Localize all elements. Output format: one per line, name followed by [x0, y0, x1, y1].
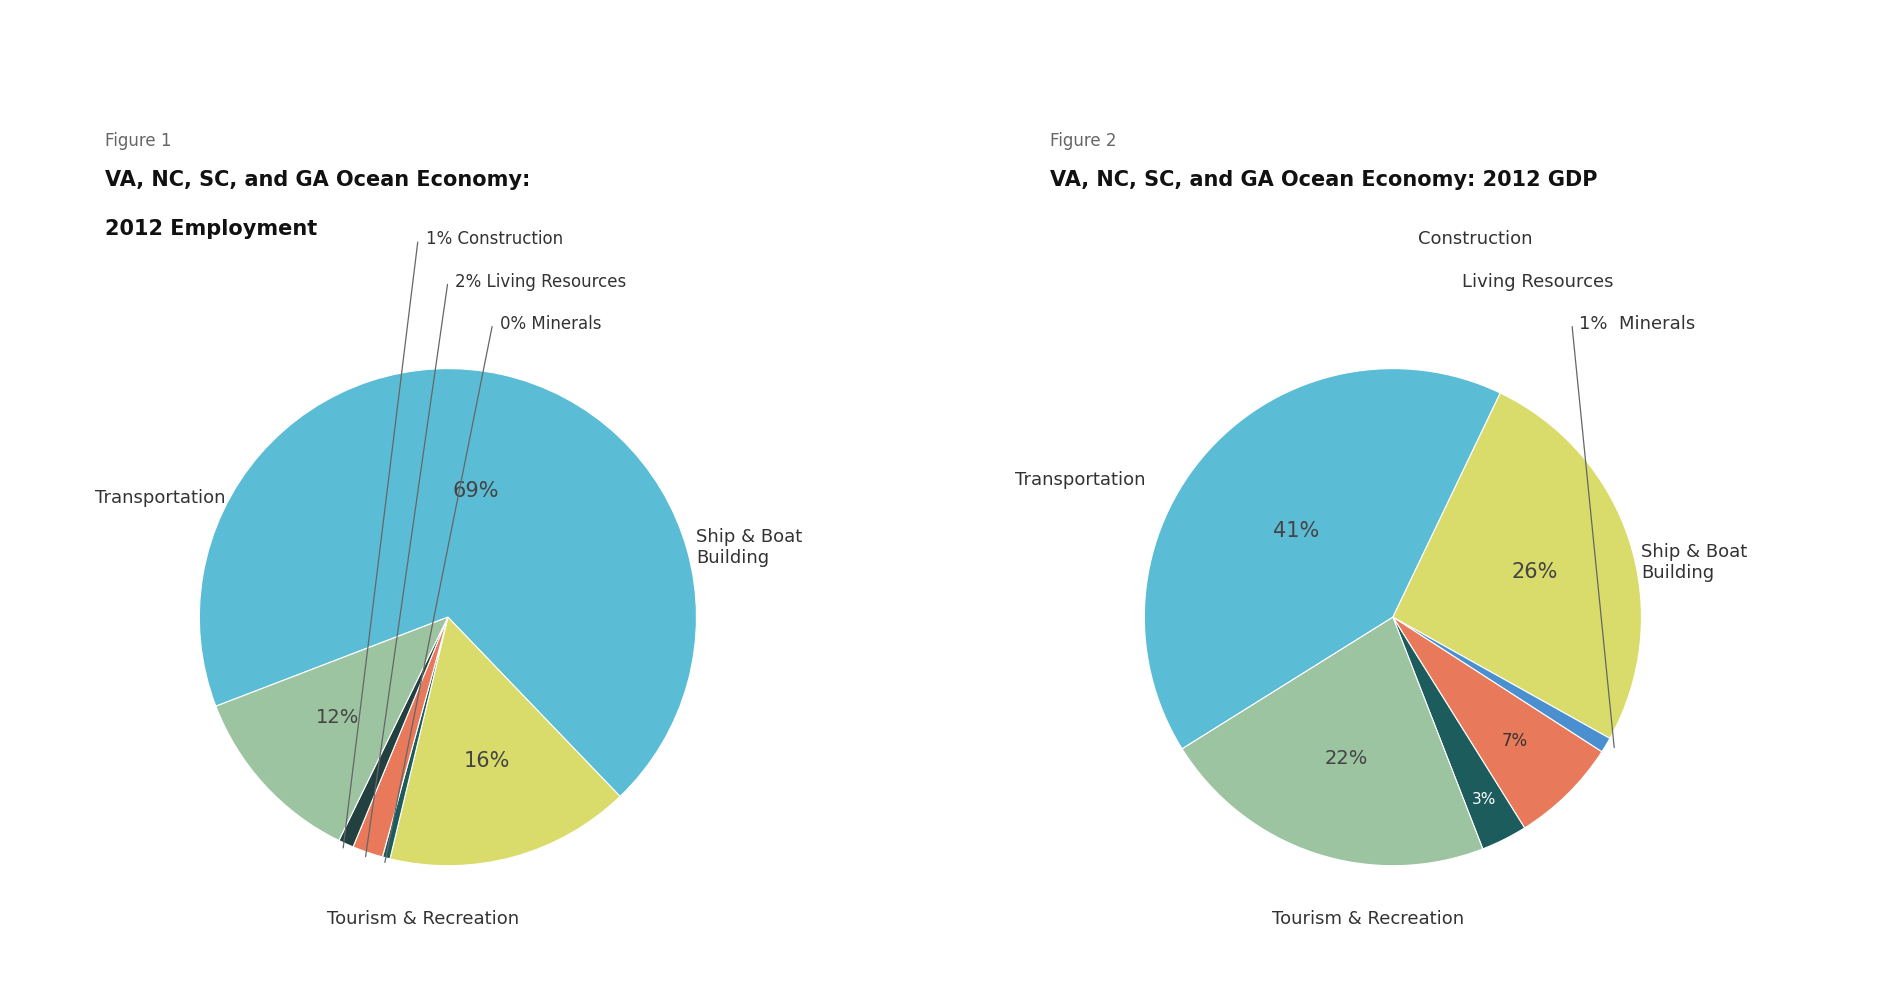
Text: Tourism & Recreation: Tourism & Recreation — [1271, 910, 1464, 928]
Text: Ship & Boat
Building: Ship & Boat Building — [695, 528, 803, 567]
Wedge shape — [1392, 617, 1524, 849]
Text: 2% Living Resources: 2% Living Resources — [455, 272, 627, 290]
Wedge shape — [353, 617, 448, 857]
Text: 0% Minerals: 0% Minerals — [501, 314, 601, 333]
Text: 2012 Employment: 2012 Employment — [106, 220, 317, 240]
Text: Figure 2: Figure 2 — [1050, 133, 1116, 151]
Text: Transportation: Transportation — [1014, 471, 1145, 489]
Text: VA, NC, SC, and GA Ocean Economy:: VA, NC, SC, and GA Ocean Economy: — [106, 170, 531, 190]
Text: Tourism & Recreation: Tourism & Recreation — [327, 910, 519, 928]
Text: VA, NC, SC, and GA Ocean Economy: 2012 GDP: VA, NC, SC, and GA Ocean Economy: 2012 G… — [1050, 170, 1596, 190]
Wedge shape — [198, 368, 695, 796]
Wedge shape — [1392, 617, 1609, 751]
Wedge shape — [389, 617, 620, 865]
Text: 12%: 12% — [315, 709, 359, 728]
Wedge shape — [1181, 617, 1483, 865]
Wedge shape — [382, 617, 448, 859]
Wedge shape — [1143, 368, 1500, 748]
Text: Living Resources: Living Resources — [1462, 272, 1613, 290]
Wedge shape — [1392, 393, 1640, 739]
Text: 7%: 7% — [1502, 733, 1528, 750]
Text: 1% Construction: 1% Construction — [425, 231, 563, 249]
Text: 41%: 41% — [1273, 521, 1319, 541]
Text: 3%: 3% — [1472, 791, 1496, 807]
Text: Figure 1: Figure 1 — [106, 133, 172, 151]
Text: Transportation: Transportation — [94, 489, 225, 507]
Text: Construction: Construction — [1417, 231, 1532, 249]
Text: 1%  Minerals: 1% Minerals — [1579, 314, 1694, 333]
Text: 69%: 69% — [453, 481, 499, 501]
Text: 26%: 26% — [1511, 562, 1557, 582]
Wedge shape — [215, 617, 448, 840]
Wedge shape — [338, 617, 448, 847]
Wedge shape — [1392, 617, 1602, 828]
Text: Ship & Boat
Building: Ship & Boat Building — [1640, 543, 1747, 582]
Text: 16%: 16% — [463, 751, 510, 771]
Text: 22%: 22% — [1324, 749, 1368, 768]
